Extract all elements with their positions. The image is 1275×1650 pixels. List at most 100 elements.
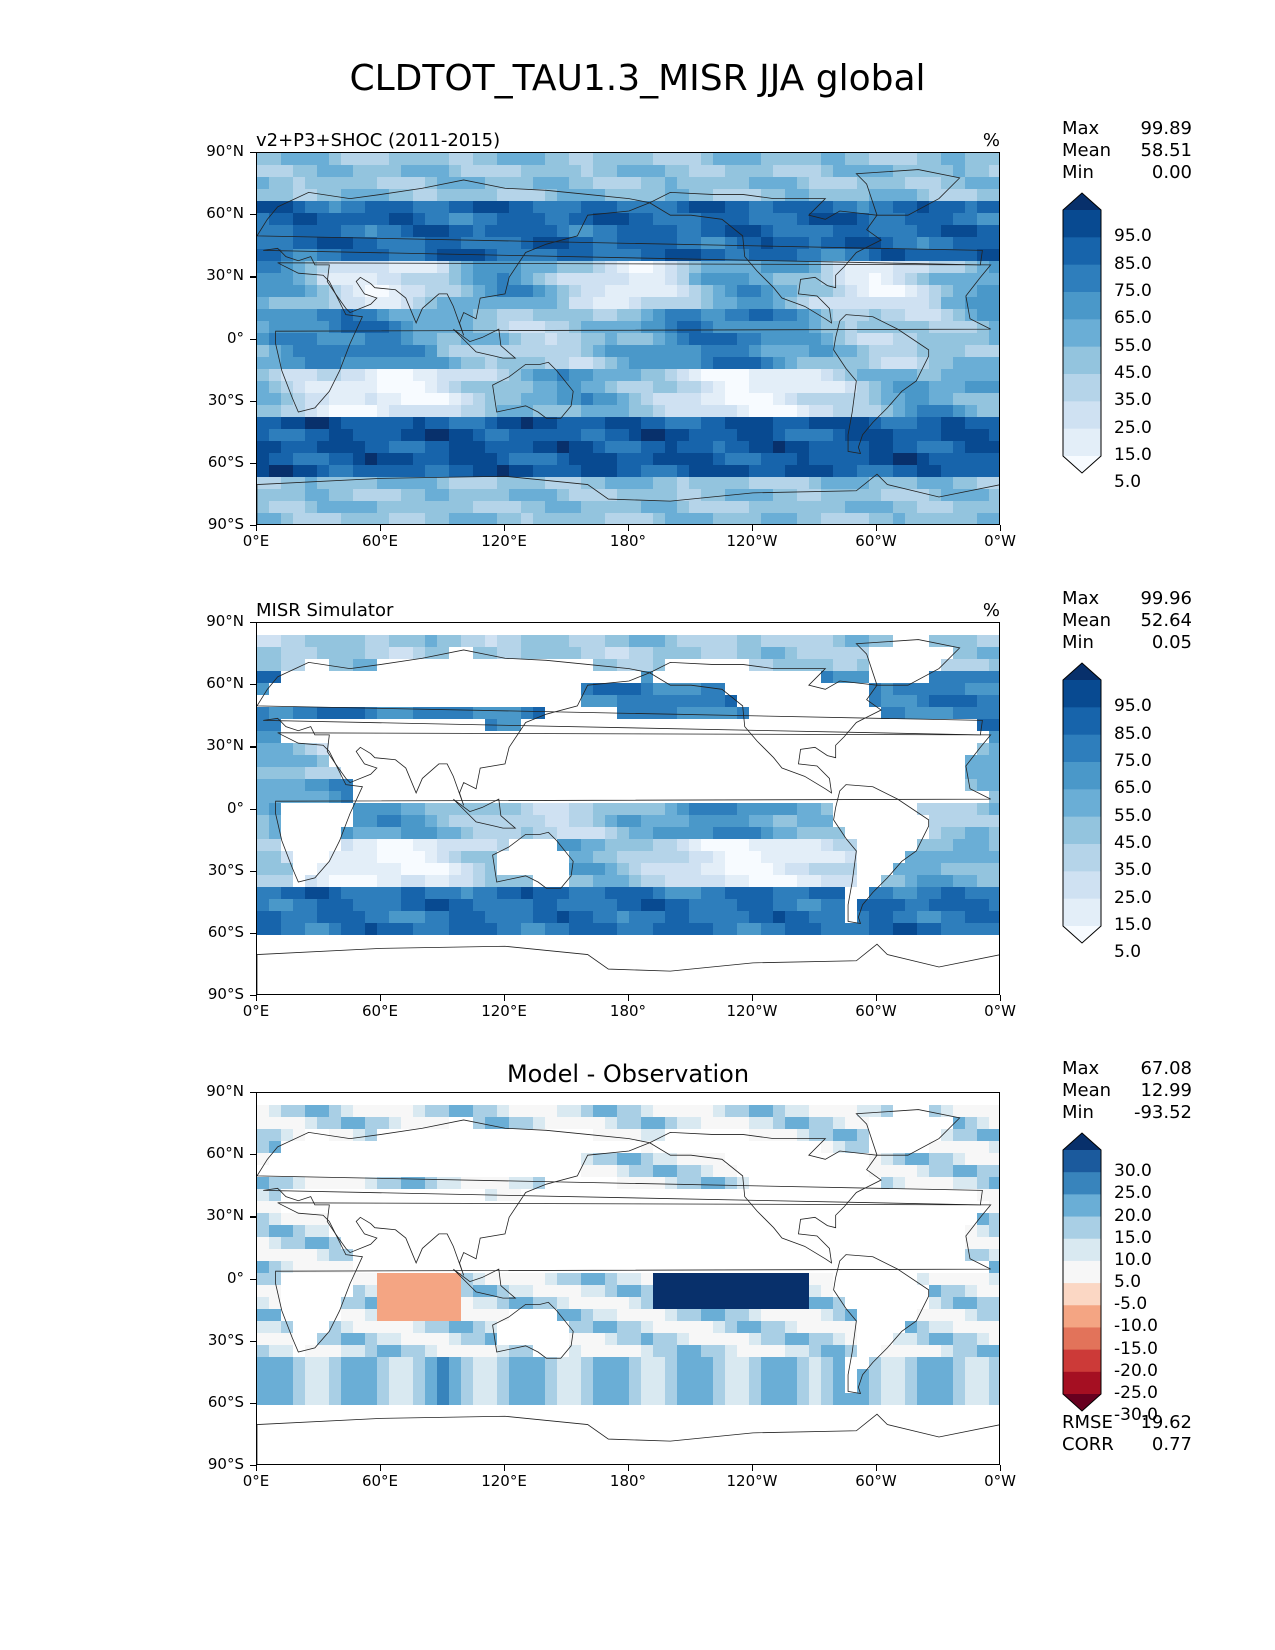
field-cell <box>497 743 510 756</box>
field-cell <box>941 453 954 466</box>
field-cell <box>761 839 774 852</box>
field-cell <box>893 321 906 334</box>
field-cell <box>341 465 354 478</box>
field-cell <box>713 477 726 490</box>
field-cell <box>461 659 474 672</box>
field-cell <box>425 441 438 454</box>
field-cell <box>665 743 678 756</box>
field-cell <box>377 513 390 524</box>
field-cell <box>749 273 762 286</box>
field-cell <box>737 453 750 466</box>
field-cell <box>401 815 414 828</box>
field-cell <box>281 273 294 286</box>
field-cell <box>749 623 762 636</box>
field-cell <box>425 501 438 514</box>
field-cell <box>905 297 918 310</box>
field-cell <box>653 345 666 358</box>
field-cell <box>641 647 654 660</box>
field-cell <box>437 959 450 972</box>
field-cell <box>341 477 354 490</box>
field-cell <box>497 1153 510 1166</box>
field-cell <box>773 393 786 406</box>
field-cell <box>629 477 642 490</box>
field-cell <box>905 1237 918 1250</box>
field-cell <box>941 237 954 250</box>
field-cell <box>341 755 354 768</box>
field-cell <box>785 321 798 334</box>
field-cell <box>725 441 738 454</box>
field-cell <box>473 405 486 418</box>
field-cell <box>569 719 582 732</box>
field-cell <box>713 707 726 720</box>
field-cell <box>761 767 774 780</box>
field-cell <box>509 671 522 684</box>
field-cell <box>845 285 858 298</box>
field-cell <box>605 201 618 214</box>
field-cell <box>929 213 942 226</box>
field-cell <box>329 767 342 780</box>
field-cell <box>965 477 978 490</box>
field-cell <box>461 1237 474 1250</box>
field-cell <box>713 1213 726 1226</box>
field-cell <box>953 851 966 864</box>
field-cell <box>809 237 822 250</box>
field-cell <box>905 935 918 948</box>
field-cell <box>377 393 390 406</box>
field-cell <box>641 1249 654 1262</box>
field-cell <box>953 285 966 298</box>
field-cell <box>833 369 846 382</box>
field-cell <box>257 465 270 478</box>
field-cell <box>485 369 498 382</box>
field-cell <box>869 731 882 744</box>
field-cell <box>833 1141 846 1154</box>
field-cell <box>353 441 366 454</box>
field-cell <box>533 1165 546 1178</box>
field-cell <box>533 321 546 334</box>
field-cell <box>941 803 954 816</box>
field-cell <box>473 453 486 466</box>
field-cell <box>497 273 510 286</box>
field-cell <box>305 1189 318 1202</box>
field-cell <box>509 273 522 286</box>
field-cell <box>557 671 570 684</box>
field-cell <box>725 1225 738 1238</box>
field-cell <box>905 261 918 274</box>
field-cell <box>461 357 474 370</box>
field-cell <box>437 707 450 720</box>
field-cell <box>989 839 999 852</box>
field-cell <box>593 453 606 466</box>
field-cell <box>809 489 822 502</box>
field-cell <box>749 1213 762 1226</box>
field-cell <box>377 923 390 936</box>
field-cell <box>869 803 882 816</box>
field-cell <box>725 285 738 298</box>
field-cell <box>869 501 882 514</box>
field-cell <box>269 381 282 394</box>
field-cell <box>845 321 858 334</box>
field-cell <box>941 381 954 394</box>
field-cell <box>701 213 714 226</box>
field-cell <box>353 803 366 816</box>
field-cell <box>413 237 426 250</box>
field-cell <box>881 659 894 672</box>
field-cell <box>629 333 642 346</box>
field-cell <box>401 983 414 994</box>
field-cell <box>581 465 594 478</box>
field-cell <box>869 839 882 852</box>
field-cell <box>941 875 954 888</box>
field-cell <box>809 695 822 708</box>
field-cell <box>617 1165 630 1178</box>
field-cell <box>665 791 678 804</box>
field-cell <box>905 791 918 804</box>
field-cell <box>401 273 414 286</box>
field-cell <box>617 465 630 478</box>
field-cell <box>953 309 966 322</box>
field-cell <box>953 381 966 394</box>
field-cell <box>677 767 690 780</box>
field-cell <box>905 273 918 286</box>
field-cell <box>989 683 999 696</box>
field-cell <box>689 1117 702 1130</box>
field-cell <box>965 261 978 274</box>
field-cell <box>305 719 318 732</box>
field-cell <box>305 983 318 994</box>
